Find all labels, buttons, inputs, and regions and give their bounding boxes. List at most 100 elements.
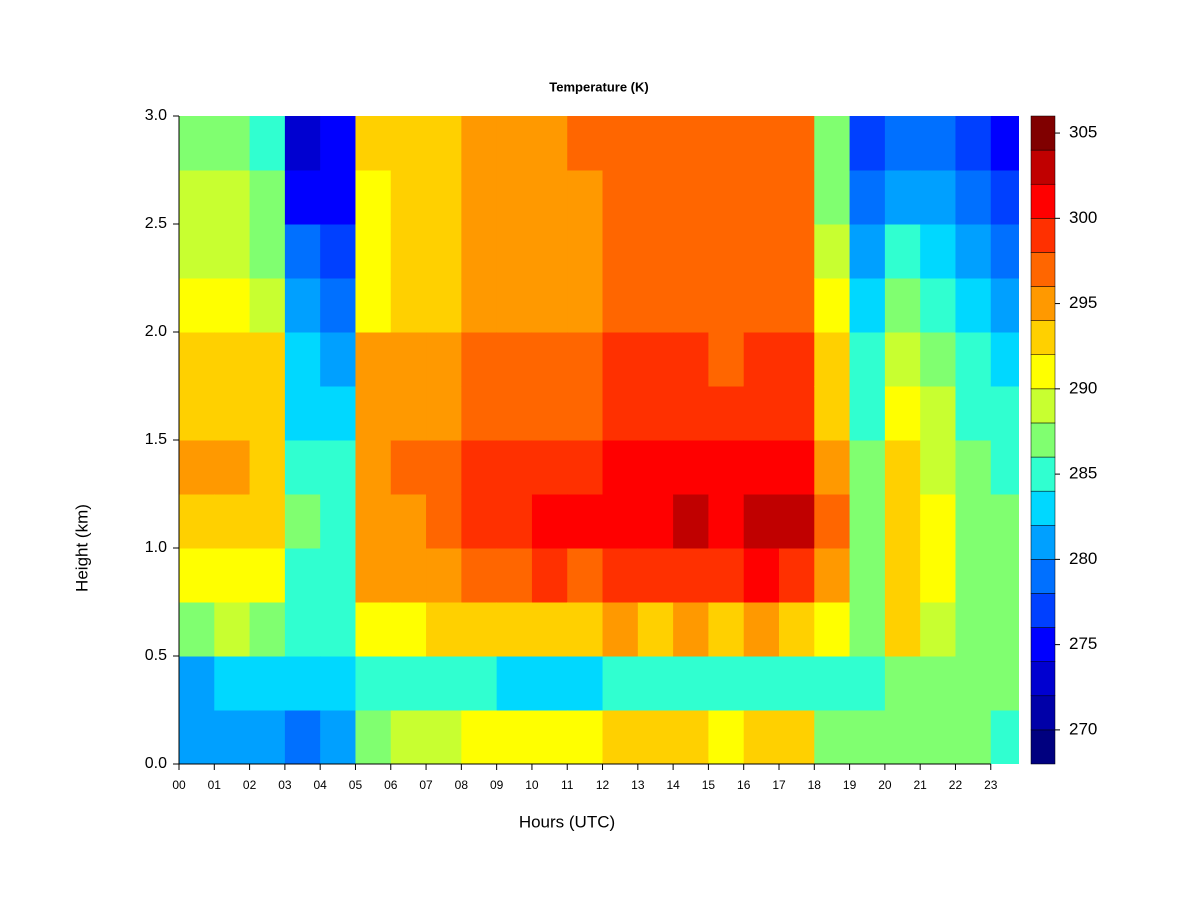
heatmap-cell [426, 386, 462, 441]
heatmap-cell [320, 224, 356, 279]
x-tick-label: 02 [243, 778, 257, 792]
heatmap-cell [602, 278, 639, 333]
heatmap-cell [426, 710, 462, 764]
heatmap-cell [920, 224, 956, 279]
x-tick-label: 23 [984, 778, 998, 792]
heatmap-cell [637, 440, 674, 495]
x-tick-label: 15 [702, 778, 716, 792]
heatmap-cell [461, 116, 498, 171]
heatmap-cell [637, 602, 674, 657]
heatmap-cell [884, 116, 921, 171]
x-tick-label: 12 [596, 778, 610, 792]
heatmap-cell [426, 548, 462, 603]
heatmap-cell [814, 332, 851, 387]
x-tick-label: 19 [843, 778, 857, 792]
y-tick-label: 2.0 [145, 323, 167, 340]
heatmap-cell [320, 440, 356, 495]
heatmap-cell [531, 386, 568, 441]
x-tick-label: 14 [666, 778, 680, 792]
heatmap-cell [743, 386, 780, 441]
colorbar-band [1030, 286, 1056, 321]
heatmap-cell [496, 602, 533, 657]
heatmap-cell [284, 656, 321, 711]
heatmap-cell [461, 332, 498, 387]
colorbar-band [1030, 456, 1056, 492]
heatmap-cell [496, 332, 533, 387]
heatmap-cell [955, 440, 992, 495]
colorbar-tick-label: 285 [1069, 464, 1097, 483]
heatmap-cell [426, 494, 462, 549]
heatmap-cell [249, 116, 286, 171]
heatmap-cell [531, 332, 568, 387]
colorbar-tick-label: 290 [1069, 378, 1097, 397]
heatmap-cell [849, 386, 886, 441]
heatmap-cell [179, 656, 215, 711]
heatmap-cell [531, 710, 568, 764]
heatmap-cell [320, 278, 356, 333]
heatmap-cell [426, 440, 462, 495]
heatmap-cell [496, 170, 533, 225]
heatmap-cell [567, 710, 604, 764]
heatmap-cell [426, 602, 462, 657]
colorbar-band [1030, 115, 1056, 151]
heatmap-cell [708, 548, 745, 603]
heatmap-cell [637, 710, 674, 764]
heatmap-cell [179, 440, 215, 495]
heatmap-cell [355, 548, 392, 603]
heatmap-cell [390, 494, 427, 549]
heatmap-cell [320, 116, 356, 171]
heatmap-cell [884, 602, 921, 657]
heatmap-cell [673, 116, 709, 171]
heatmap-cell [779, 494, 815, 549]
heatmap-cell [602, 224, 639, 279]
heatmap-cell [390, 170, 427, 225]
heatmap-cell [708, 494, 745, 549]
colorbar-band [1030, 218, 1056, 253]
heatmap-cell [567, 170, 604, 225]
chart-title: Temperature (K) [549, 79, 648, 94]
y-tick-label: 1.5 [145, 431, 167, 448]
heatmap-cell [496, 494, 533, 549]
heatmap-cell [320, 602, 356, 657]
heatmap-cell [320, 494, 356, 549]
heatmap-cell [567, 116, 604, 171]
heatmap-cell [179, 278, 215, 333]
heatmap-cell [955, 386, 992, 441]
y-axis-label: Height (km) [72, 504, 91, 592]
heatmap-cell [955, 332, 992, 387]
heatmap-cell [249, 278, 286, 333]
heatmap-cell [390, 224, 427, 279]
heatmap-cell [531, 656, 568, 711]
heatmap-cell [814, 656, 851, 711]
heatmap-cell [284, 710, 321, 764]
heatmap-cell [426, 656, 462, 711]
heatmap-cell [602, 548, 639, 603]
heatmap-cell [602, 332, 639, 387]
heatmap-cell [496, 710, 533, 764]
heatmap-cell [955, 710, 992, 764]
heatmap-cell [884, 548, 921, 603]
heatmap-cell [637, 548, 674, 603]
heatmap-cell [249, 224, 286, 279]
colorbar-band [1030, 559, 1056, 594]
x-tick-label: 21 [913, 778, 927, 792]
heatmap-cell [990, 170, 1019, 225]
heatmap-cell [637, 116, 674, 171]
heatmap-cell [567, 278, 604, 333]
heatmap-cell [637, 656, 674, 711]
heatmap-cell [355, 494, 392, 549]
heatmap-cell [461, 440, 498, 495]
heatmap-cell [249, 386, 286, 441]
heatmap-cell [779, 170, 815, 225]
heatmap-cell [390, 332, 427, 387]
heatmap-cell [355, 440, 392, 495]
heatmap-cell [849, 548, 886, 603]
heatmap-cell [849, 116, 886, 171]
heatmap-cell [426, 170, 462, 225]
x-tick-label: 17 [772, 778, 786, 792]
heatmap-cell [814, 440, 851, 495]
y-tick-label: 0.5 [145, 647, 167, 664]
heatmap-cell [779, 116, 815, 171]
heatmap-cell [355, 224, 392, 279]
heatmap-cell [708, 440, 745, 495]
